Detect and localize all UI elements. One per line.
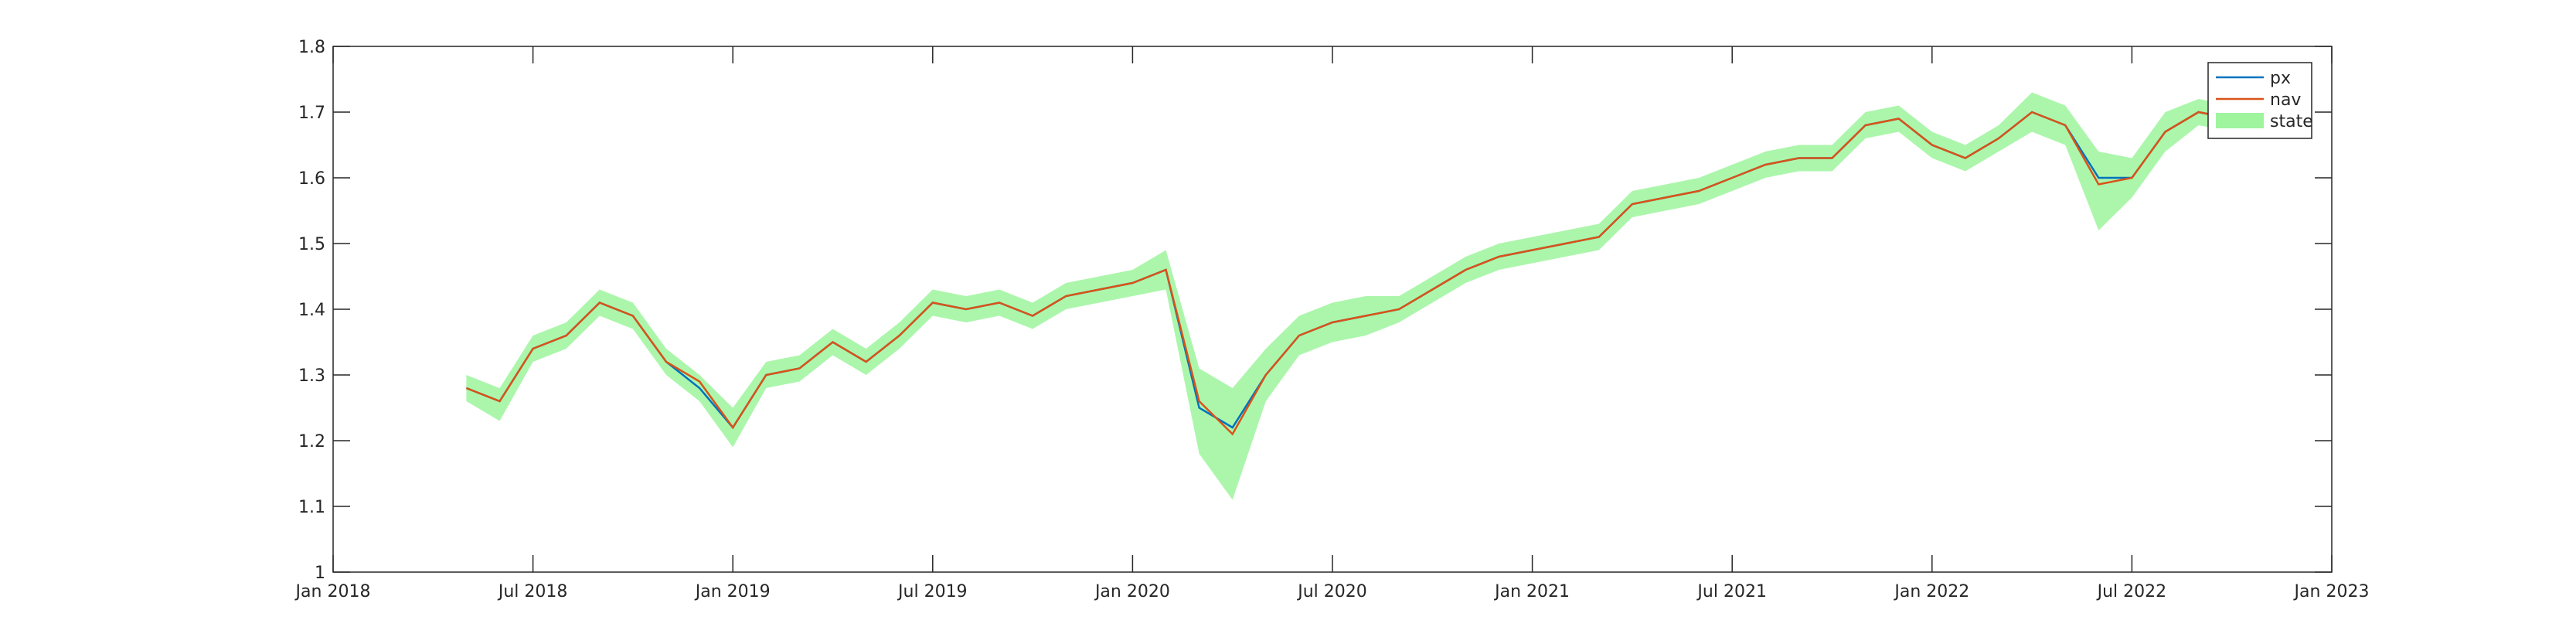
- state-band: [466, 92, 2232, 500]
- series-line: [465, 111, 2232, 436]
- y-tick-label: 1.2: [298, 432, 325, 451]
- x-tick-label: Jan 2022: [1893, 582, 1969, 601]
- y-tick-label: 1.5: [298, 235, 325, 254]
- y-tick-label: 1.4: [298, 301, 325, 320]
- x-tick-label: Jan 2020: [1094, 582, 1170, 601]
- x-tick-label: Jan 2023: [2293, 582, 2370, 601]
- x-tick-label: Jul 2021: [1696, 582, 1767, 601]
- y-tick-label: 1.1: [298, 498, 325, 517]
- legend-label: nav: [2270, 90, 2301, 110]
- x-tick-label: Jan 2019: [694, 582, 771, 601]
- legend-label: state: [2270, 112, 2313, 131]
- y-tick-label: 1.7: [298, 104, 325, 123]
- x-tick-label: Jan 2018: [294, 582, 371, 601]
- x-tick-label: Jul 2022: [2096, 582, 2167, 601]
- x-tick-label: Jan 2021: [1493, 582, 1570, 601]
- x-tick-label: Jul 2019: [897, 582, 968, 601]
- x-tick-label: Jul 2018: [497, 582, 568, 601]
- legend-label: px: [2270, 69, 2291, 88]
- y-tick-label: 1.8: [298, 38, 325, 57]
- x-tick-label: Jul 2020: [1296, 582, 1367, 601]
- y-tick-label: 1.3: [298, 366, 325, 386]
- y-tick-label: 1.6: [298, 169, 325, 189]
- y-tick-label: 1: [315, 564, 325, 583]
- legend-swatch: [2216, 113, 2264, 128]
